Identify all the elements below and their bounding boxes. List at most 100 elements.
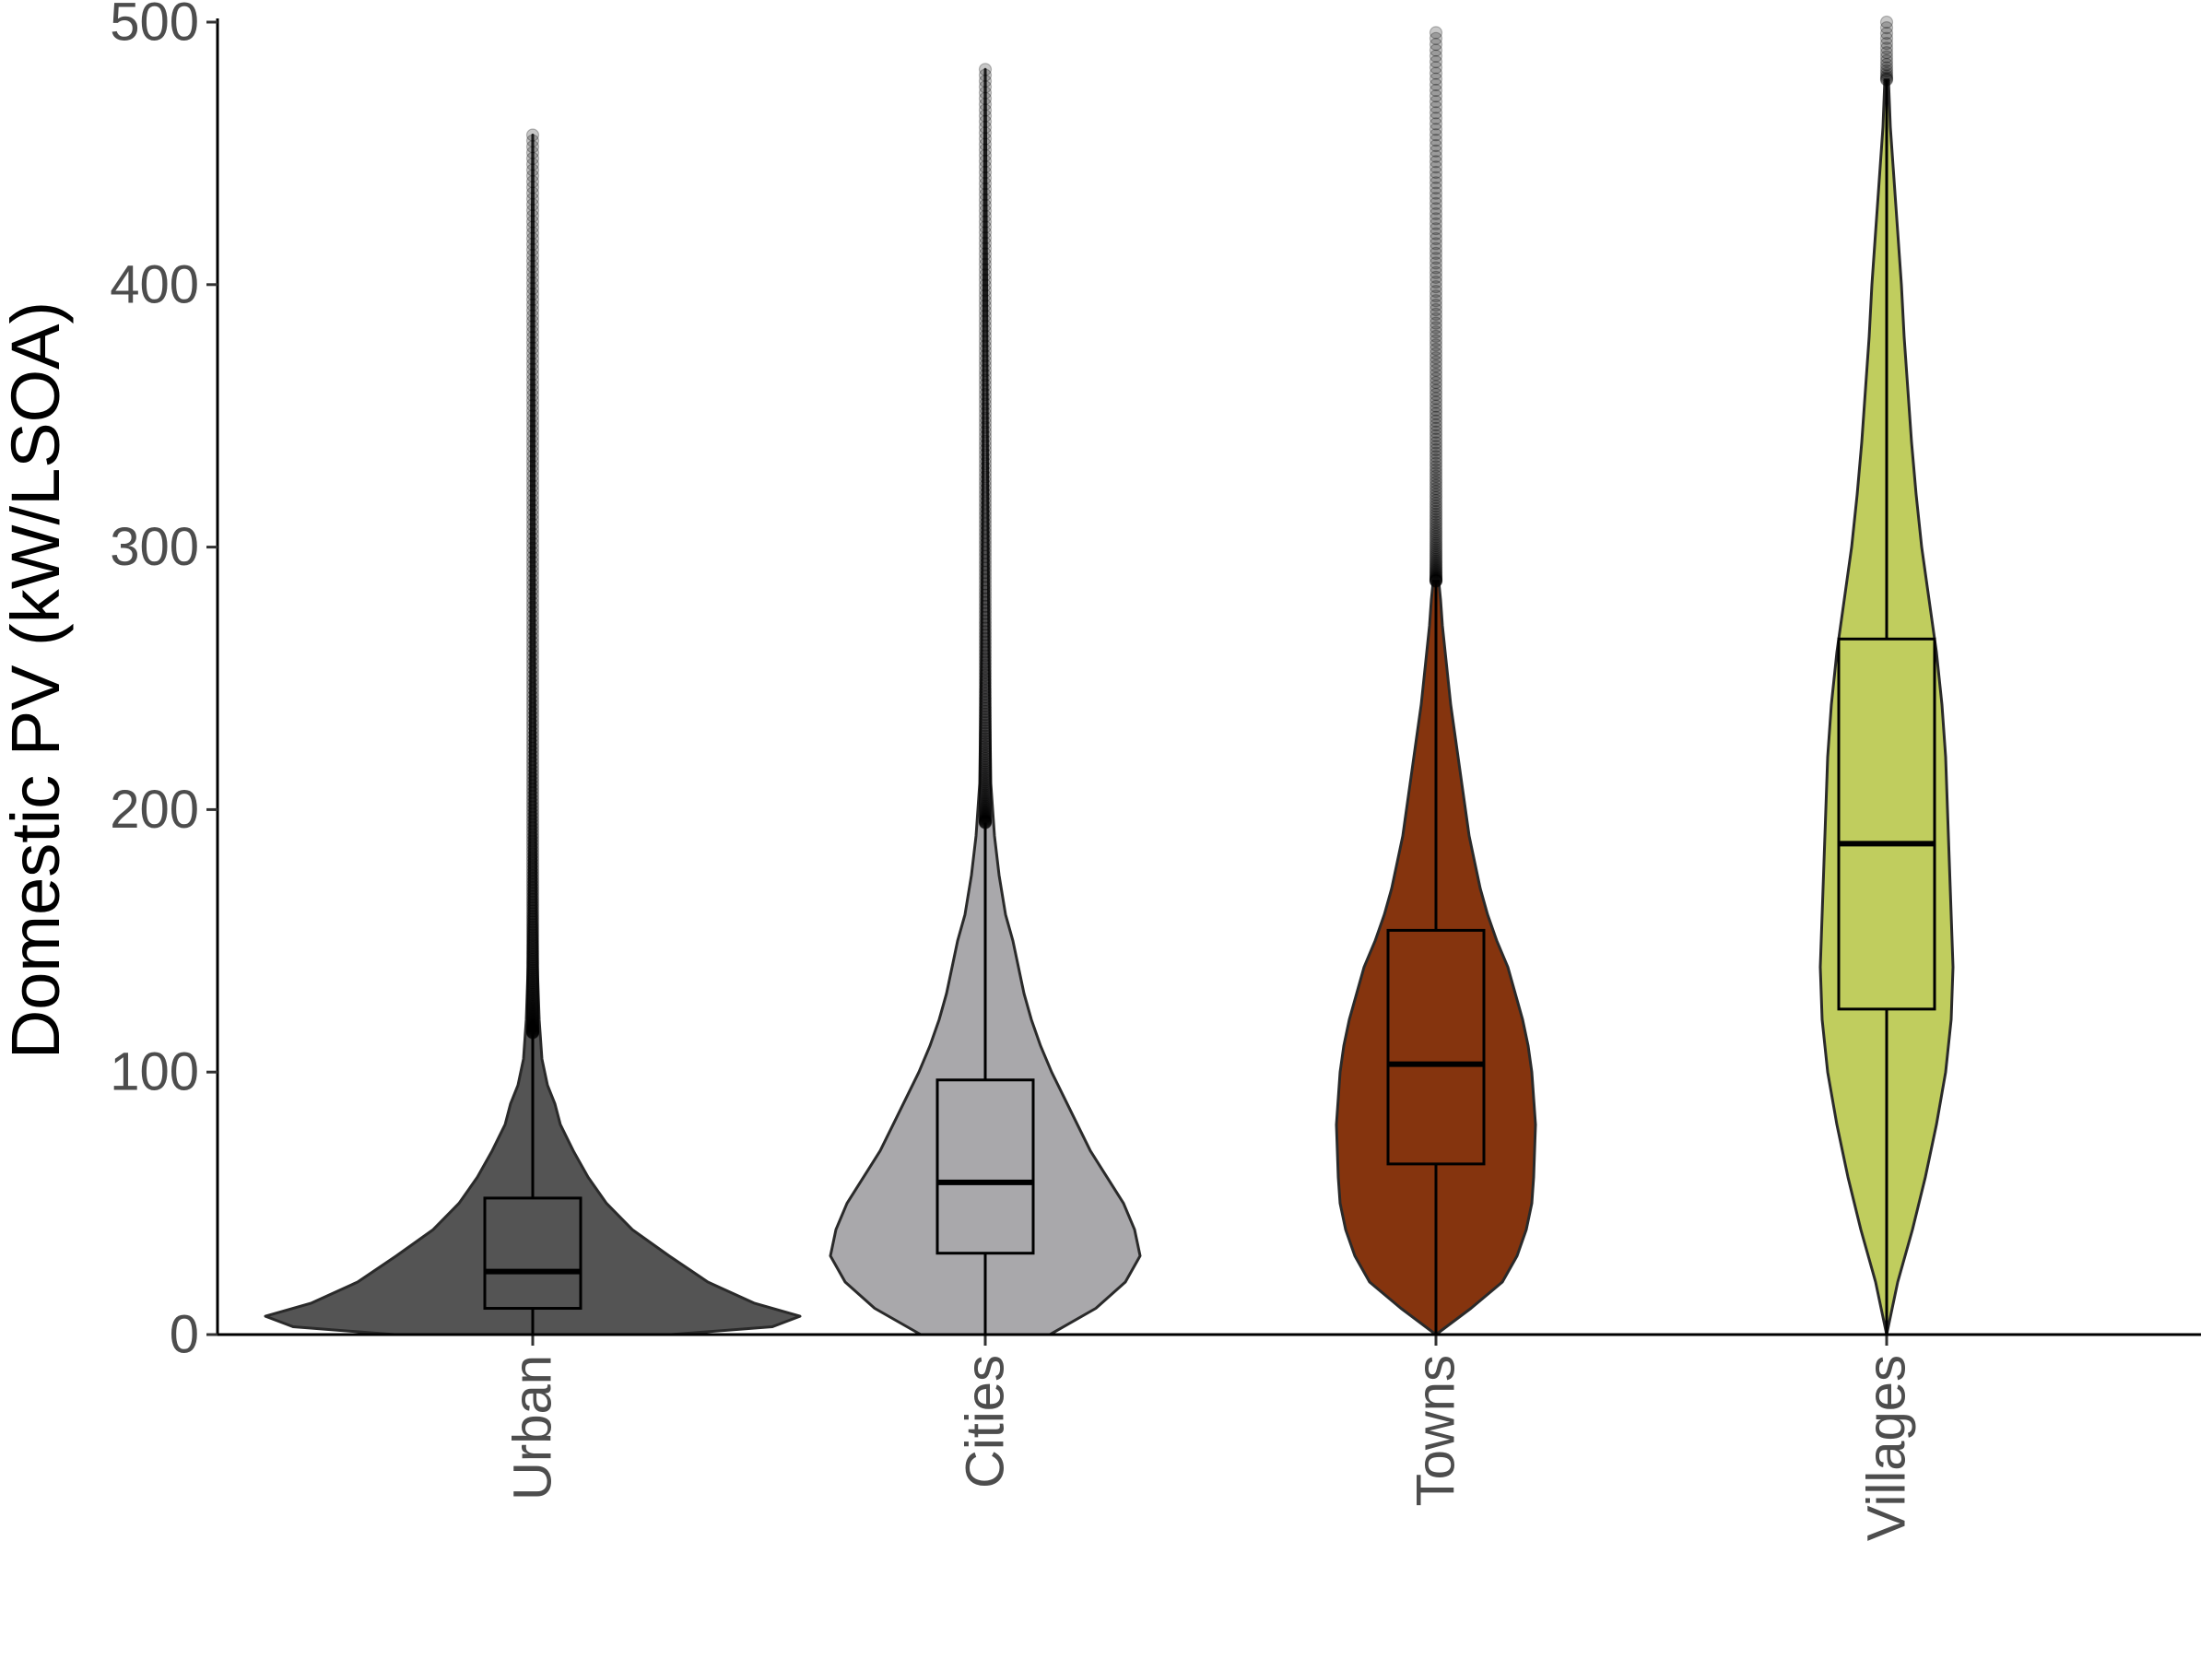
outlier-point-towns — [1429, 359, 1443, 373]
outlier-point-towns — [1429, 490, 1443, 504]
outlier-point-cities — [978, 187, 993, 202]
outlier-point-cities — [978, 304, 993, 318]
outlier-point-towns — [1429, 460, 1443, 474]
outlier-point-towns — [1429, 256, 1443, 270]
outlier-point-urban — [525, 653, 540, 666]
outlier-point-cities — [978, 777, 993, 791]
outlier-point-cities — [978, 792, 993, 806]
outlier-point-urban — [525, 362, 540, 376]
outlier-point-urban — [525, 226, 540, 240]
outlier-point-cities — [978, 171, 993, 185]
outlier-point-urban — [525, 465, 540, 478]
outlier-point-urban — [525, 674, 540, 688]
outlier-point-urban — [525, 710, 540, 724]
outlier-point-towns — [1429, 482, 1443, 496]
outlier-point-cities — [978, 628, 993, 642]
outlier-point-urban — [525, 555, 540, 569]
outlier-point-cities — [978, 80, 993, 94]
outlier-point-urban — [525, 843, 540, 858]
y-tick-label-0: 0 — [170, 1305, 199, 1365]
outlier-point-towns — [1429, 302, 1443, 317]
outlier-point-cities — [978, 765, 993, 779]
outlier-point-cities — [978, 726, 993, 741]
outlier-point-urban — [525, 474, 540, 488]
outlier-point-urban — [525, 943, 540, 957]
outlier-point-urban — [525, 404, 540, 418]
outlier-point-urban — [525, 779, 540, 793]
outlier-point-cities — [978, 247, 993, 261]
outlier-point-towns — [1429, 138, 1443, 153]
outlier-point-urban — [525, 204, 540, 218]
outlier-point-towns — [1429, 280, 1443, 294]
outlier-point-cities — [978, 154, 993, 168]
outlier-point-cities — [978, 701, 993, 716]
outlier-point-cities — [978, 354, 993, 368]
outlier-point-cities — [978, 652, 993, 666]
outlier-point-urban — [525, 976, 540, 990]
outlier-point-towns — [1429, 37, 1443, 52]
y-axis-title: Domestic PV (kW/LSOA) — [0, 301, 74, 1059]
outlier-point-cities — [978, 143, 993, 157]
outlier-point-urban — [525, 352, 540, 366]
outlier-point-towns — [1429, 395, 1443, 409]
outlier-point-urban — [525, 931, 540, 945]
outlier-point-urban — [525, 493, 540, 508]
outlier-point-towns — [1429, 31, 1443, 45]
outlier-point-towns — [1429, 530, 1443, 544]
outlier-point-cities — [978, 573, 993, 587]
outlier-point-cities — [978, 561, 993, 575]
outlier-point-urban — [525, 734, 540, 747]
outlier-point-towns — [1429, 363, 1443, 377]
outlier-point-urban — [525, 994, 540, 1008]
outlier-point-urban — [525, 469, 540, 483]
outlier-point-cities — [978, 721, 993, 735]
outlier-point-cities — [978, 655, 993, 669]
outlier-point-urban — [525, 985, 540, 1000]
outlier-point-cities — [978, 546, 993, 559]
outlier-point-urban — [525, 532, 540, 546]
outlier-point-villages — [1879, 57, 1894, 72]
outlier-point-urban — [525, 618, 540, 632]
outlier-point-urban — [525, 1004, 540, 1018]
outlier-point-urban — [525, 686, 540, 700]
outlier-point-towns — [1429, 543, 1443, 557]
outlier-point-urban — [525, 175, 540, 189]
outlier-point-cities — [978, 687, 993, 700]
outlier-point-towns — [1429, 61, 1443, 75]
outlier-point-towns — [1429, 488, 1443, 501]
outlier-point-cities — [978, 504, 993, 519]
outlier-point-cities — [978, 500, 993, 514]
outlier-point-towns — [1429, 485, 1443, 499]
outlier-point-towns — [1429, 54, 1443, 69]
outlier-point-urban — [525, 847, 540, 861]
outlier-point-cities — [978, 610, 993, 624]
outlier-point-urban — [525, 254, 540, 268]
outlier-point-cities — [978, 273, 993, 287]
outlier-point-towns — [1429, 321, 1443, 335]
outlier-point-cities — [978, 707, 993, 722]
outlier-point-urban — [525, 484, 540, 498]
outlier-point-urban — [525, 260, 540, 274]
outlier-point-urban — [525, 872, 540, 886]
outlier-point-towns — [1429, 270, 1443, 284]
outlier-point-towns — [1429, 453, 1443, 467]
outlier-point-urban — [525, 947, 540, 961]
outlier-point-urban — [525, 850, 540, 865]
outlier-point-urban — [525, 1006, 540, 1020]
outlier-point-cities — [978, 699, 993, 712]
outlier-point-cities — [978, 794, 993, 808]
outlier-point-urban — [525, 966, 540, 980]
outlier-point-urban — [525, 955, 540, 969]
outlier-point-urban — [525, 993, 540, 1006]
outlier-point-urban — [525, 806, 540, 821]
outlier-point-cities — [978, 382, 993, 397]
outlier-point-cities — [978, 165, 993, 180]
outlier-point-towns — [1429, 72, 1443, 86]
outlier-point-cities — [978, 517, 993, 531]
outlier-point-towns — [1429, 392, 1443, 406]
outlier-point-towns — [1429, 473, 1443, 487]
outlier-point-urban — [525, 925, 540, 939]
outlier-point-cities — [978, 614, 993, 628]
outlier-point-urban — [525, 158, 540, 171]
outlier-point-towns — [1429, 325, 1443, 339]
